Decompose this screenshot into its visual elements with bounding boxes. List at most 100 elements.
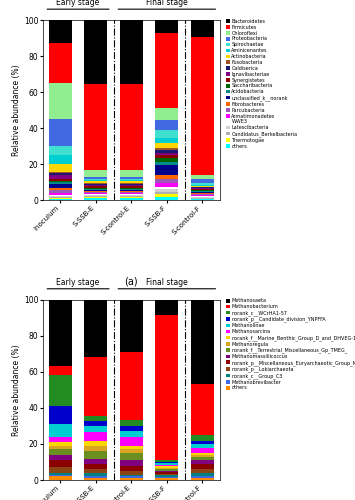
Bar — [49, 300, 72, 366]
Bar — [84, 458, 108, 464]
Bar — [155, 158, 178, 162]
Bar — [155, 183, 178, 186]
Bar — [84, 177, 108, 179]
Bar — [155, 470, 178, 471]
Bar — [155, 179, 178, 183]
Bar — [191, 470, 214, 473]
Bar — [191, 184, 214, 186]
Bar — [120, 432, 143, 436]
Bar — [155, 465, 178, 466]
Bar — [120, 474, 143, 476]
Bar — [49, 460, 72, 468]
Bar — [155, 196, 178, 200]
Bar — [155, 176, 178, 179]
Bar — [49, 436, 72, 442]
Bar — [84, 198, 108, 200]
Bar — [49, 190, 72, 193]
Bar — [120, 183, 143, 184]
Bar — [155, 150, 178, 153]
Bar — [191, 453, 214, 455]
Bar — [84, 84, 108, 170]
Bar — [155, 300, 178, 315]
Bar — [155, 471, 178, 472]
Bar — [155, 462, 178, 464]
Bar — [191, 183, 214, 184]
Bar — [84, 184, 108, 186]
Bar — [84, 197, 108, 198]
Bar — [84, 432, 108, 440]
Bar — [120, 193, 143, 194]
Bar — [155, 192, 178, 194]
Bar — [84, 421, 108, 426]
Bar — [49, 83, 72, 119]
Bar — [84, 192, 108, 193]
Bar — [84, 416, 108, 421]
Bar — [49, 406, 72, 424]
Bar — [120, 476, 143, 478]
Bar — [49, 198, 72, 200]
Bar — [191, 300, 214, 384]
Bar — [49, 44, 72, 83]
Bar — [120, 184, 143, 186]
Bar — [155, 120, 178, 130]
Bar — [155, 472, 178, 474]
Legend: Methanosaeta, Methanobacterium, norank_c__WCrHA1-57, norank_p__Candidate_divisio: Methanosaeta, Methanobacterium, norank_c… — [226, 298, 355, 390]
Bar — [191, 444, 214, 448]
Bar — [191, 464, 214, 469]
Y-axis label: Relative abundance (%): Relative abundance (%) — [12, 344, 21, 436]
Bar — [191, 384, 214, 436]
Legend: Bacteroidetes, Firmicutes, Chloroflexi, Proteobacteria, Spirochaetae, Aminicenan: Bacteroidetes, Firmicutes, Chloroflexi, … — [226, 19, 297, 148]
Bar — [155, 460, 178, 462]
Bar — [49, 182, 72, 184]
Bar — [49, 450, 72, 454]
Bar — [84, 452, 108, 458]
Bar — [84, 426, 108, 432]
Bar — [120, 170, 143, 177]
Bar — [49, 424, 72, 436]
Bar — [120, 190, 143, 192]
Bar — [84, 186, 108, 188]
Bar — [49, 446, 72, 450]
Bar — [49, 175, 72, 178]
Bar — [49, 468, 72, 473]
Bar — [155, 32, 178, 108]
Bar — [84, 181, 108, 183]
Bar — [120, 84, 143, 170]
Bar — [84, 180, 108, 181]
Bar — [84, 470, 108, 473]
Text: Early stage: Early stage — [56, 0, 100, 8]
Text: (a): (a) — [125, 276, 138, 286]
Bar — [120, 300, 143, 352]
Bar — [120, 466, 143, 471]
Bar — [191, 188, 214, 190]
Bar — [49, 366, 72, 376]
Bar — [191, 20, 214, 36]
Bar — [84, 476, 108, 478]
Y-axis label: Relative abundance (%): Relative abundance (%) — [12, 64, 21, 156]
Bar — [191, 190, 214, 191]
Bar — [84, 440, 108, 446]
Bar — [49, 119, 72, 146]
Bar — [120, 420, 143, 426]
Bar — [191, 192, 214, 193]
Bar — [120, 450, 143, 453]
Bar — [191, 176, 214, 179]
Bar — [84, 194, 108, 195]
Bar — [120, 471, 143, 474]
Bar — [191, 196, 214, 198]
Bar — [120, 181, 143, 183]
Bar — [120, 180, 143, 181]
Bar — [155, 166, 178, 175]
Bar — [84, 170, 108, 177]
Bar — [191, 448, 214, 453]
Bar — [120, 198, 143, 200]
Bar — [120, 177, 143, 179]
Bar — [120, 436, 143, 446]
Bar — [191, 455, 214, 457]
Bar — [120, 352, 143, 420]
Bar — [120, 195, 143, 196]
Bar — [191, 457, 214, 460]
Bar — [49, 376, 72, 406]
Bar — [49, 178, 72, 180]
Bar — [155, 108, 178, 120]
